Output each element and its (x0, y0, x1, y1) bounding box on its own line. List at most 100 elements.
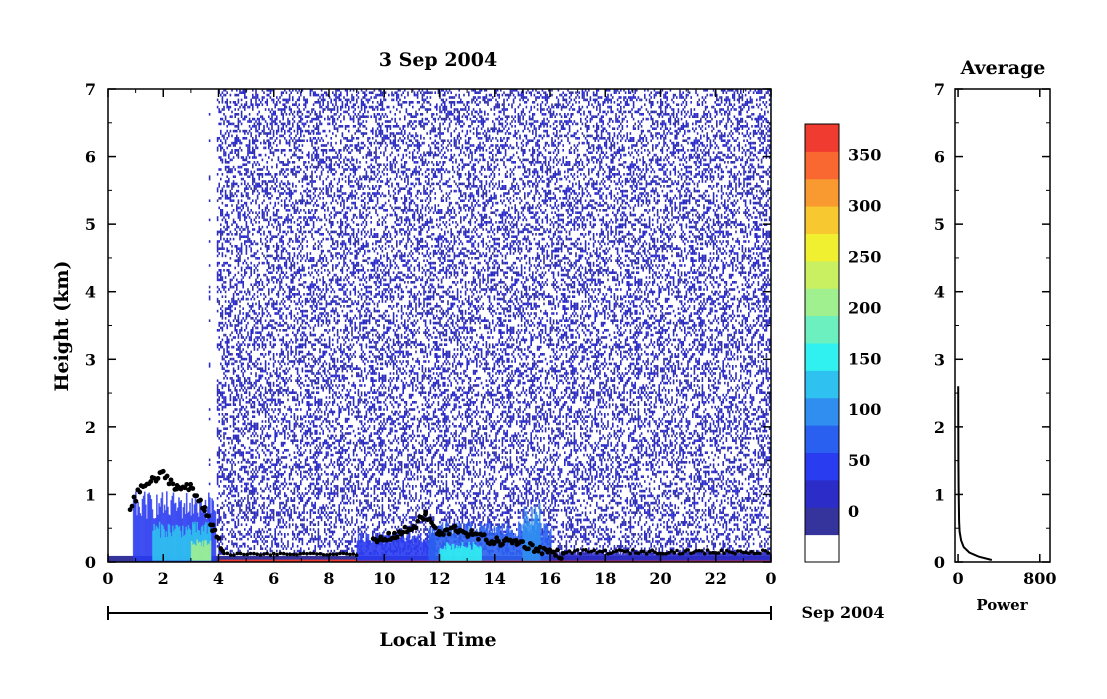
noise-cell (216, 384, 219, 387)
noise-cell (312, 125, 315, 128)
noise-cell (232, 415, 235, 418)
noise-cell (322, 149, 324, 152)
noise-cell (252, 461, 254, 464)
noise-cell (242, 336, 244, 339)
noise-cell (328, 362, 331, 366)
noise-cell (332, 403, 334, 406)
noise-cell (328, 530, 331, 534)
noise-cell (293, 533, 296, 536)
noise-cell (317, 357, 320, 361)
noise-cell (316, 293, 318, 296)
noise-cell (325, 487, 328, 490)
noise-cell (332, 434, 334, 438)
noise-cell (296, 293, 299, 296)
noise-cell (277, 264, 280, 267)
noise-cell (311, 259, 313, 262)
noise-cell (248, 290, 251, 294)
noise-cell (279, 324, 281, 327)
noise-cell (261, 283, 264, 286)
noise-cell (287, 213, 289, 217)
noise-cell (271, 475, 273, 478)
noise-cell (311, 396, 313, 399)
noise-cell (317, 324, 320, 327)
noise-cell (244, 271, 246, 274)
noise-cell (276, 485, 278, 488)
noise-cell (261, 89, 264, 92)
noise-cell (220, 139, 222, 142)
noise-cell (271, 297, 273, 301)
noise-cell (245, 425, 248, 428)
noise-cell (245, 523, 248, 526)
noise-cell (263, 451, 265, 454)
noise-cell (292, 523, 294, 526)
noise-cell (250, 518, 252, 522)
noise-cell (280, 91, 283, 94)
noise-cell (216, 242, 219, 246)
noise-cell (322, 365, 324, 368)
noise-cell (274, 175, 276, 178)
noise-cell (223, 281, 225, 284)
noise-cell (293, 415, 296, 418)
noise-cell (244, 408, 246, 411)
noise-cell (284, 494, 286, 498)
noise-cell (276, 372, 278, 375)
noise-cell (320, 384, 323, 387)
noise-cell (208, 177, 211, 181)
noise-cell (277, 290, 280, 294)
noise-cell (308, 391, 310, 394)
noise-cell (279, 511, 281, 514)
noise-cell (293, 391, 296, 394)
noise-cell (300, 221, 302, 224)
noise-cell (314, 300, 316, 303)
noise-cell (231, 141, 233, 145)
noise-cell (311, 295, 313, 298)
noise-cell (226, 240, 228, 243)
noise-cell (325, 151, 328, 154)
noise-cell (327, 103, 329, 106)
noise-cell (301, 540, 304, 543)
noise-cell (229, 264, 232, 267)
noise-cell (272, 134, 275, 138)
noise-cell (247, 144, 249, 147)
noise-cell (296, 398, 299, 402)
noise-cell (284, 273, 286, 277)
noise-cell (316, 132, 318, 135)
noise-cell (271, 125, 273, 128)
noise-cell (325, 187, 328, 190)
noise-cell (256, 276, 259, 279)
noise-cell (319, 451, 321, 454)
noise-cell (280, 386, 283, 390)
noise-cell (228, 312, 230, 315)
noise-cell (240, 545, 243, 548)
noise-cell (314, 194, 316, 198)
noise-cell (300, 497, 302, 500)
noise-cell (316, 417, 318, 421)
noise-cell (274, 321, 276, 325)
noise-cell (293, 355, 296, 358)
noise-cell (324, 367, 326, 370)
noise-cell (269, 297, 272, 301)
noise-cell (221, 492, 224, 495)
noise-cell (303, 494, 305, 498)
noise-cell (290, 261, 292, 265)
noise-cell (332, 146, 334, 150)
noise-cell (264, 189, 267, 193)
noise-cell (311, 379, 313, 382)
noise-cell (327, 381, 329, 385)
noise-cell (258, 456, 260, 459)
noise-cell (271, 108, 273, 111)
noise-cell (240, 537, 243, 541)
noise-cell (312, 420, 315, 423)
noise-cell (328, 221, 331, 224)
noise-cell (260, 441, 262, 445)
noise-cell (247, 410, 249, 414)
noise-cell (226, 326, 228, 330)
noise-cell (266, 168, 268, 171)
noise-cell (231, 379, 233, 382)
noise-cell (280, 473, 283, 476)
noise-cell (218, 552, 220, 555)
noise-cell (244, 235, 246, 238)
noise-cell (232, 509, 235, 512)
noise-cell (332, 396, 334, 399)
noise-cell (309, 465, 312, 469)
